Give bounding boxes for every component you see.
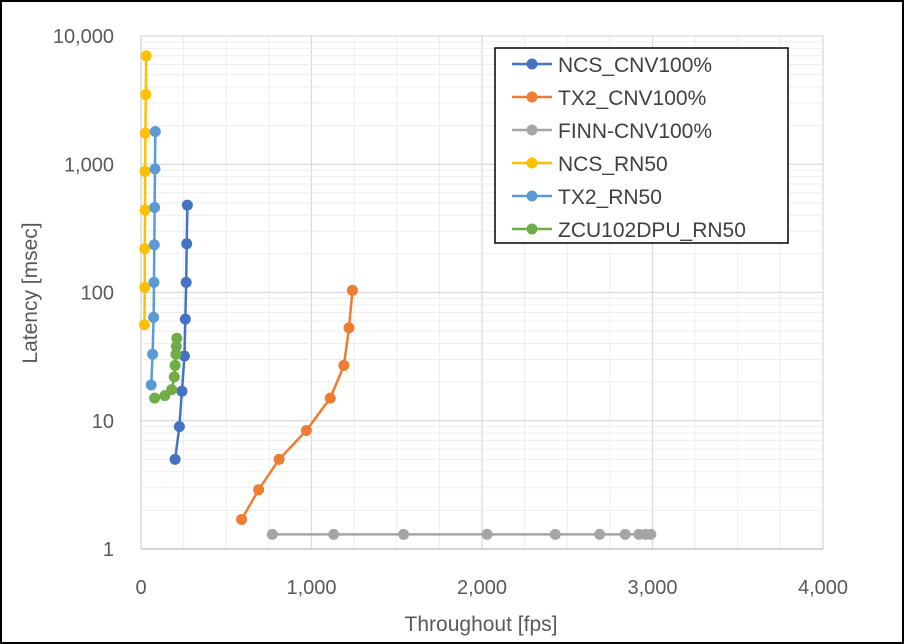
data-point: [139, 165, 151, 177]
data-point: [148, 276, 160, 288]
legend-box: [494, 47, 789, 244]
data-point: [166, 384, 178, 396]
data-point: [645, 528, 657, 540]
data-point: [168, 371, 180, 383]
data-point: [149, 126, 161, 138]
series-line: [240, 290, 354, 521]
legend-item: ZCU102DPU_RN50: [512, 219, 746, 242]
y-tick-label: 10,000: [53, 26, 114, 48]
axes: [140, 36, 823, 550]
series-zcu102dpu-rn50: [149, 332, 183, 404]
data-point: [266, 528, 278, 540]
data-point: [139, 281, 151, 293]
data-point: [236, 513, 248, 525]
series-ncs-cnv100-: [169, 199, 193, 465]
data-point: [148, 239, 160, 251]
legend-swatch-marker: [526, 124, 538, 136]
data-point: [148, 311, 160, 323]
data-point: [180, 276, 192, 288]
x-tick-label: 3,000: [627, 577, 677, 599]
y-axis-title: Latency [msec]: [19, 222, 42, 363]
legend-swatch-marker: [526, 190, 538, 202]
data-point: [328, 528, 340, 540]
legend-label: NCS_CNV100%: [558, 54, 712, 77]
legend-label: NCS_RN50: [558, 153, 668, 176]
y-tick-label: 10: [92, 411, 114, 433]
series-line: [173, 205, 189, 460]
data-point: [147, 348, 159, 360]
data-point: [549, 528, 561, 540]
legend-item: TX2_CNV100%: [512, 87, 706, 110]
data-point: [139, 204, 151, 216]
series-tx2-cnv100-: [236, 284, 358, 525]
series-line: [149, 131, 157, 386]
legend-swatch-marker: [526, 91, 538, 103]
data-point: [176, 385, 188, 397]
series-finn-cnv100-: [266, 528, 657, 540]
data-point: [346, 284, 358, 296]
data-point: [181, 238, 193, 250]
data-point: [178, 350, 190, 362]
legend-label: ZCU102DPU_RN50: [558, 219, 746, 242]
data-point: [273, 453, 285, 465]
data-point: [139, 243, 151, 255]
legend-label: TX2_CNV100%: [558, 87, 706, 110]
data-point: [398, 528, 410, 540]
data-point: [170, 340, 182, 352]
data-point: [140, 88, 152, 100]
legend: NCS_CNV100% TX2_CNV100% FINN-CNV100% NCS_RN…: [494, 47, 789, 244]
y-tick-labels: 1 10 100 1,000 10,000: [53, 26, 114, 561]
data-point: [594, 528, 606, 540]
data-point: [140, 50, 152, 62]
data-point: [149, 392, 161, 404]
data-point: [173, 421, 185, 433]
data-point: [179, 313, 191, 325]
data-point: [300, 424, 312, 436]
data-point: [171, 332, 183, 344]
series-ncs-rn50: [138, 50, 152, 331]
data-point: [170, 348, 182, 360]
x-tick-labels: 0 1,000 2,000 3,000 4,000: [135, 577, 848, 599]
legend-label: FINN-CNV100%: [558, 120, 712, 143]
x-tick-label: 2,000: [457, 577, 507, 599]
data-point: [145, 379, 157, 391]
series-group: [138, 50, 657, 540]
x-tick-label: 1,000: [286, 577, 336, 599]
data-point: [139, 127, 151, 139]
data-point: [481, 528, 493, 540]
data-point: [343, 322, 355, 334]
y-tick-label: 1: [103, 539, 114, 561]
y-tick-label: 100: [81, 283, 114, 305]
legend-swatch-marker: [526, 223, 538, 235]
legend-swatch-marker: [526, 157, 538, 169]
legend-swatch-marker: [526, 58, 538, 70]
legend-item: NCS_CNV100%: [512, 54, 712, 77]
series-tx2-rn50: [145, 126, 161, 391]
legend-item: TX2_RN50: [512, 186, 662, 209]
data-point: [149, 163, 161, 175]
data-point: [253, 484, 265, 496]
legend-item: NCS_RN50: [512, 153, 668, 176]
x-axis-title: Throughout [fps]: [405, 613, 558, 636]
data-point: [149, 202, 161, 214]
data-point: [138, 319, 150, 331]
data-point: [619, 528, 631, 540]
series-line: [143, 55, 148, 325]
x-tick-label: 0: [135, 577, 146, 599]
data-point: [169, 359, 181, 371]
data-point: [324, 392, 336, 404]
legend-label: TX2_RN50: [558, 186, 662, 209]
data-point: [169, 453, 181, 465]
data-point: [338, 359, 350, 371]
x-tick-label: 4,000: [798, 577, 848, 599]
y-tick-label: 1,000: [64, 154, 114, 176]
legend-item: FINN-CNV100%: [512, 120, 712, 143]
data-point: [181, 199, 193, 211]
